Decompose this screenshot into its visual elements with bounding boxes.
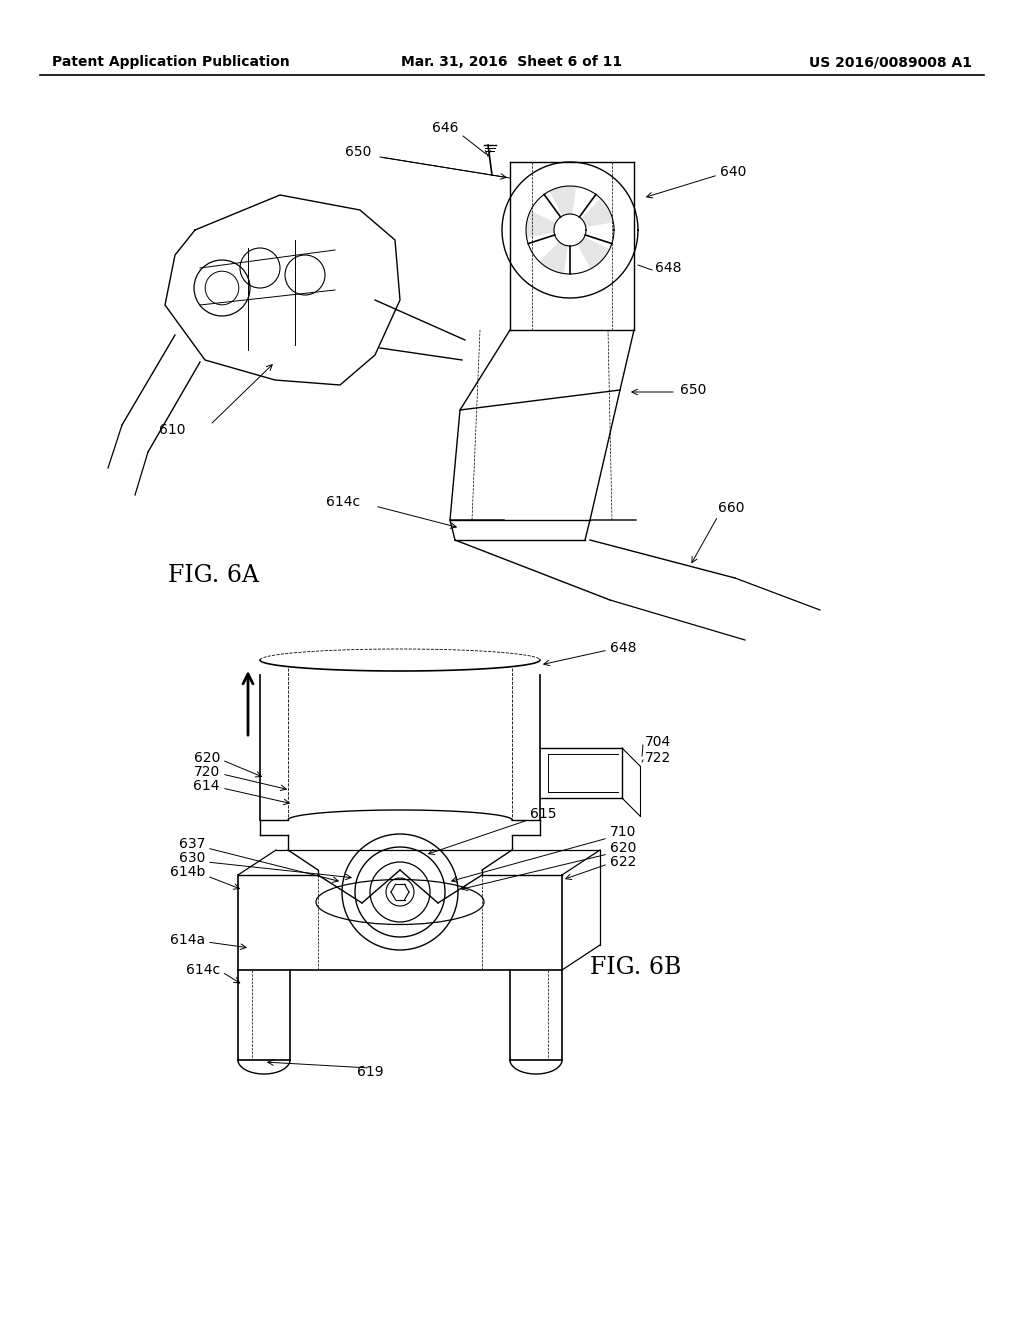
Text: 722: 722 [645, 751, 672, 766]
Polygon shape [540, 242, 567, 273]
Polygon shape [581, 198, 613, 227]
Text: 620: 620 [194, 751, 220, 766]
Text: 615: 615 [530, 807, 556, 821]
Text: 614c: 614c [326, 495, 360, 510]
Polygon shape [578, 238, 609, 269]
Polygon shape [526, 211, 556, 238]
Text: 660: 660 [718, 502, 744, 515]
Text: 650: 650 [680, 383, 707, 397]
Text: 648: 648 [655, 261, 682, 275]
Text: US 2016/0089008 A1: US 2016/0089008 A1 [809, 55, 972, 69]
Text: 630: 630 [178, 851, 205, 865]
Text: 648: 648 [610, 642, 637, 655]
Text: 637: 637 [178, 837, 205, 851]
Polygon shape [549, 186, 577, 216]
Text: FIG. 6A: FIG. 6A [168, 565, 259, 587]
Text: 610: 610 [159, 422, 185, 437]
Text: 614: 614 [194, 779, 220, 793]
Text: 620: 620 [610, 841, 636, 855]
Text: 704: 704 [645, 735, 672, 748]
Text: 650: 650 [345, 145, 372, 158]
Text: 614b: 614b [170, 865, 205, 879]
Text: 619: 619 [356, 1065, 383, 1078]
Text: Mar. 31, 2016  Sheet 6 of 11: Mar. 31, 2016 Sheet 6 of 11 [401, 55, 623, 69]
Text: 720: 720 [194, 766, 220, 779]
Text: 640: 640 [720, 165, 746, 180]
Text: 614c: 614c [186, 964, 220, 977]
Text: 622: 622 [610, 855, 636, 869]
Text: 614a: 614a [170, 933, 205, 946]
Text: 646: 646 [432, 121, 459, 135]
Text: 710: 710 [610, 825, 636, 840]
Text: FIG. 6B: FIG. 6B [590, 957, 681, 979]
Text: Patent Application Publication: Patent Application Publication [52, 55, 290, 69]
